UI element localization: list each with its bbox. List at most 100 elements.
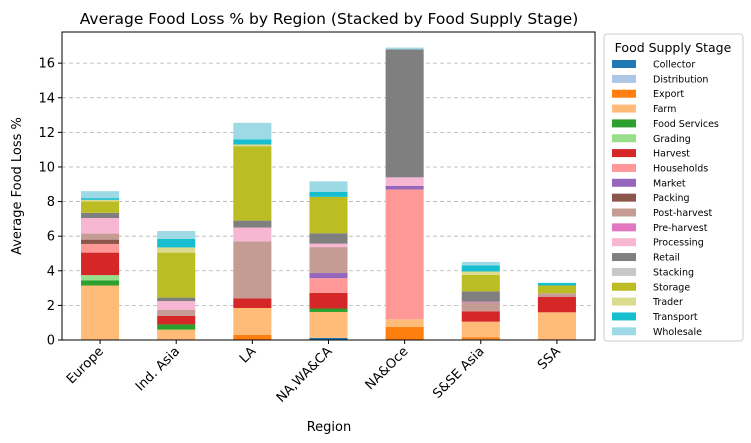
bar-segment <box>157 247 196 253</box>
chart-title: Average Food Loss % by Region (Stacked b… <box>80 10 579 28</box>
bar-segment <box>157 309 196 316</box>
bar-segment <box>537 293 576 297</box>
x-tick-label: S&SE Asia <box>430 344 487 401</box>
legend-swatch <box>612 149 636 158</box>
legend-item: Farm <box>612 104 676 115</box>
bar-segment <box>461 274 500 292</box>
legend-items: Collector Distribution Export Farm Food Serv… <box>612 60 719 338</box>
legend-swatch <box>612 238 636 247</box>
legend-swatch <box>612 178 636 187</box>
bar-segment <box>233 241 272 299</box>
legend-label: Grading <box>653 134 691 145</box>
legend-swatch <box>612 74 636 83</box>
y-tick-label: 0 <box>47 334 55 349</box>
bar-segment <box>385 189 424 320</box>
bar-segment <box>233 139 272 145</box>
legend-item: Post-harvest <box>612 208 712 219</box>
bar-segment <box>81 243 120 253</box>
bar-segment <box>157 315 196 325</box>
bar-segment <box>233 307 272 335</box>
y-tick-label: 12 <box>38 126 55 141</box>
bar-segment <box>461 261 500 266</box>
y-tick-label: 4 <box>47 264 55 279</box>
y-axis-label: Average Food Loss % <box>10 117 25 255</box>
bar-segment <box>233 122 272 140</box>
y-axis: 0 2 4 6 8 10 12 14 16 <box>38 57 62 349</box>
bar-segment <box>309 292 348 309</box>
legend-box <box>603 33 744 342</box>
legend-label: Storage <box>653 282 690 293</box>
y-tick-label: 6 <box>47 230 55 245</box>
legend-label: Harvest <box>653 149 690 160</box>
bar-segment <box>461 301 500 303</box>
legend-label: Households <box>653 163 708 174</box>
y-tick-label: 8 <box>47 195 55 210</box>
legend-item: Packing <box>612 193 690 204</box>
legend-label: Distribution <box>653 74 708 85</box>
bar-segment <box>537 296 576 313</box>
legend-swatch <box>612 163 636 172</box>
bar-segment <box>309 196 348 234</box>
bar-segment <box>385 47 424 50</box>
x-tick-label: NA,WA&CA <box>274 344 336 406</box>
bar-segment <box>461 311 500 322</box>
bar-segment <box>157 324 196 330</box>
bar-segment <box>309 247 348 274</box>
bar-segment <box>81 285 120 340</box>
bar-segment <box>309 233 348 244</box>
legend-label: Processing <box>653 238 704 249</box>
bar-segment <box>81 275 120 281</box>
legend-item: Food Services <box>612 119 719 130</box>
bar-segment <box>81 198 120 200</box>
bars <box>81 47 576 340</box>
legend-title: Food Supply Stage <box>615 40 732 55</box>
legend-item: Households <box>612 163 708 174</box>
bar-segment <box>537 285 576 294</box>
legend-swatch <box>612 119 636 128</box>
bar-segment <box>157 238 196 248</box>
bar-segment <box>385 327 424 340</box>
bar-segment <box>309 273 348 279</box>
legend-item: Collector <box>612 60 695 71</box>
legend-label: Post-harvest <box>653 208 712 219</box>
bar-segment <box>461 321 500 338</box>
bar-segment <box>309 243 348 248</box>
bar-segment <box>385 186 424 190</box>
bar-segment <box>81 199 120 202</box>
x-axis: Europe Ind. Asia LA NA,WA&CA NA&Oce S&SE Asia… <box>64 340 564 406</box>
bar-segment <box>537 282 576 286</box>
legend-item: Processing <box>612 238 704 249</box>
bar-segment <box>157 252 196 298</box>
bar-segment <box>81 201 120 213</box>
legend-item: Stacking <box>612 267 694 278</box>
legend-swatch <box>612 282 636 291</box>
bar-segment <box>309 278 348 293</box>
legend-item: Export <box>612 89 684 100</box>
y-tick-label: 14 <box>38 91 55 106</box>
bar-segment <box>81 252 120 276</box>
bar-segment <box>461 302 500 312</box>
x-tick-label: SSA <box>535 344 564 373</box>
bar-segment <box>385 177 424 186</box>
legend-label: Market <box>653 178 686 189</box>
legend-label: Transport <box>652 312 698 323</box>
y-tick-label: 2 <box>47 299 55 314</box>
bar-segment <box>157 230 196 239</box>
bar-segment <box>233 334 272 340</box>
legend-item: Storage <box>612 282 690 293</box>
bar-segment <box>385 319 424 328</box>
bar-segment <box>233 227 272 242</box>
legend-label: Stacking <box>653 267 694 278</box>
legend-swatch <box>612 253 636 262</box>
bar-segment <box>233 144 272 147</box>
legend-item: Trader <box>612 297 683 308</box>
bar-segment <box>157 329 196 340</box>
legend-swatch <box>612 312 636 321</box>
bar-segment <box>309 311 348 338</box>
bar-segment <box>537 312 576 340</box>
y-tick-label: 10 <box>38 160 55 175</box>
legend-label: Collector <box>653 60 695 71</box>
bar-segment <box>81 218 120 234</box>
legend: Food Supply Stage Collector Distribution E… <box>603 33 744 342</box>
